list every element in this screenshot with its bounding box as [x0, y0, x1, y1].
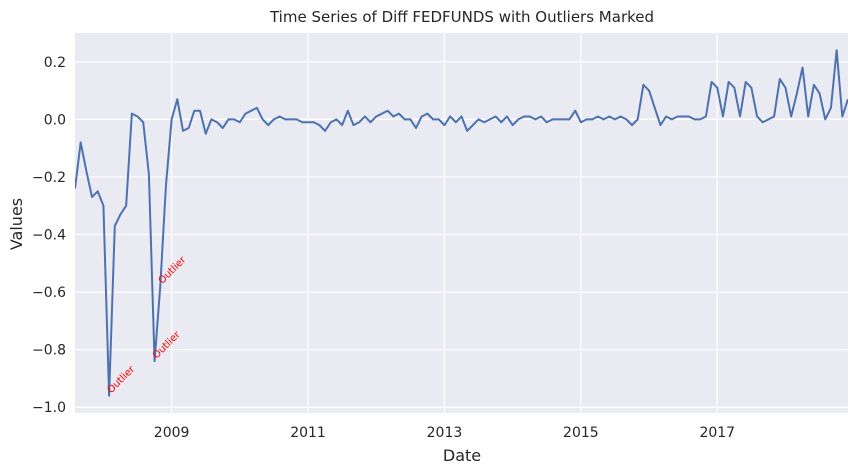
x-tick-label: 2013: [427, 425, 463, 441]
series-line: [75, 49, 848, 397]
x-tick-label: 2011: [290, 425, 326, 441]
x-tick-label: 2009: [154, 425, 190, 441]
y-tick-label: −0.8: [32, 343, 66, 359]
y-axis-label: Values: [7, 198, 26, 250]
chart-title: Time Series of Diff FEDFUNDS with Outlie…: [269, 8, 654, 26]
gridlines: [75, 33, 848, 413]
y-tick-label: −0.6: [32, 285, 66, 301]
x-axis-ticks: 2009 2011 2013 2015 2017: [154, 425, 735, 441]
plot-area: [75, 33, 848, 413]
y-tick-label: −0.4: [32, 228, 66, 244]
y-axis-ticks: 0.2 0.0 −0.2 −0.4 −0.6 −0.8 −1.0: [32, 55, 66, 416]
y-tick-label: 0.0: [44, 112, 66, 128]
series-layer: [75, 49, 848, 397]
y-tick-label: −1.0: [32, 400, 66, 416]
x-axis-label: Date: [443, 446, 481, 465]
y-tick-label: −0.2: [32, 170, 66, 186]
x-tick-label: 2015: [563, 425, 599, 441]
y-tick-label: 0.2: [44, 55, 66, 71]
x-tick-label: 2017: [699, 425, 735, 441]
